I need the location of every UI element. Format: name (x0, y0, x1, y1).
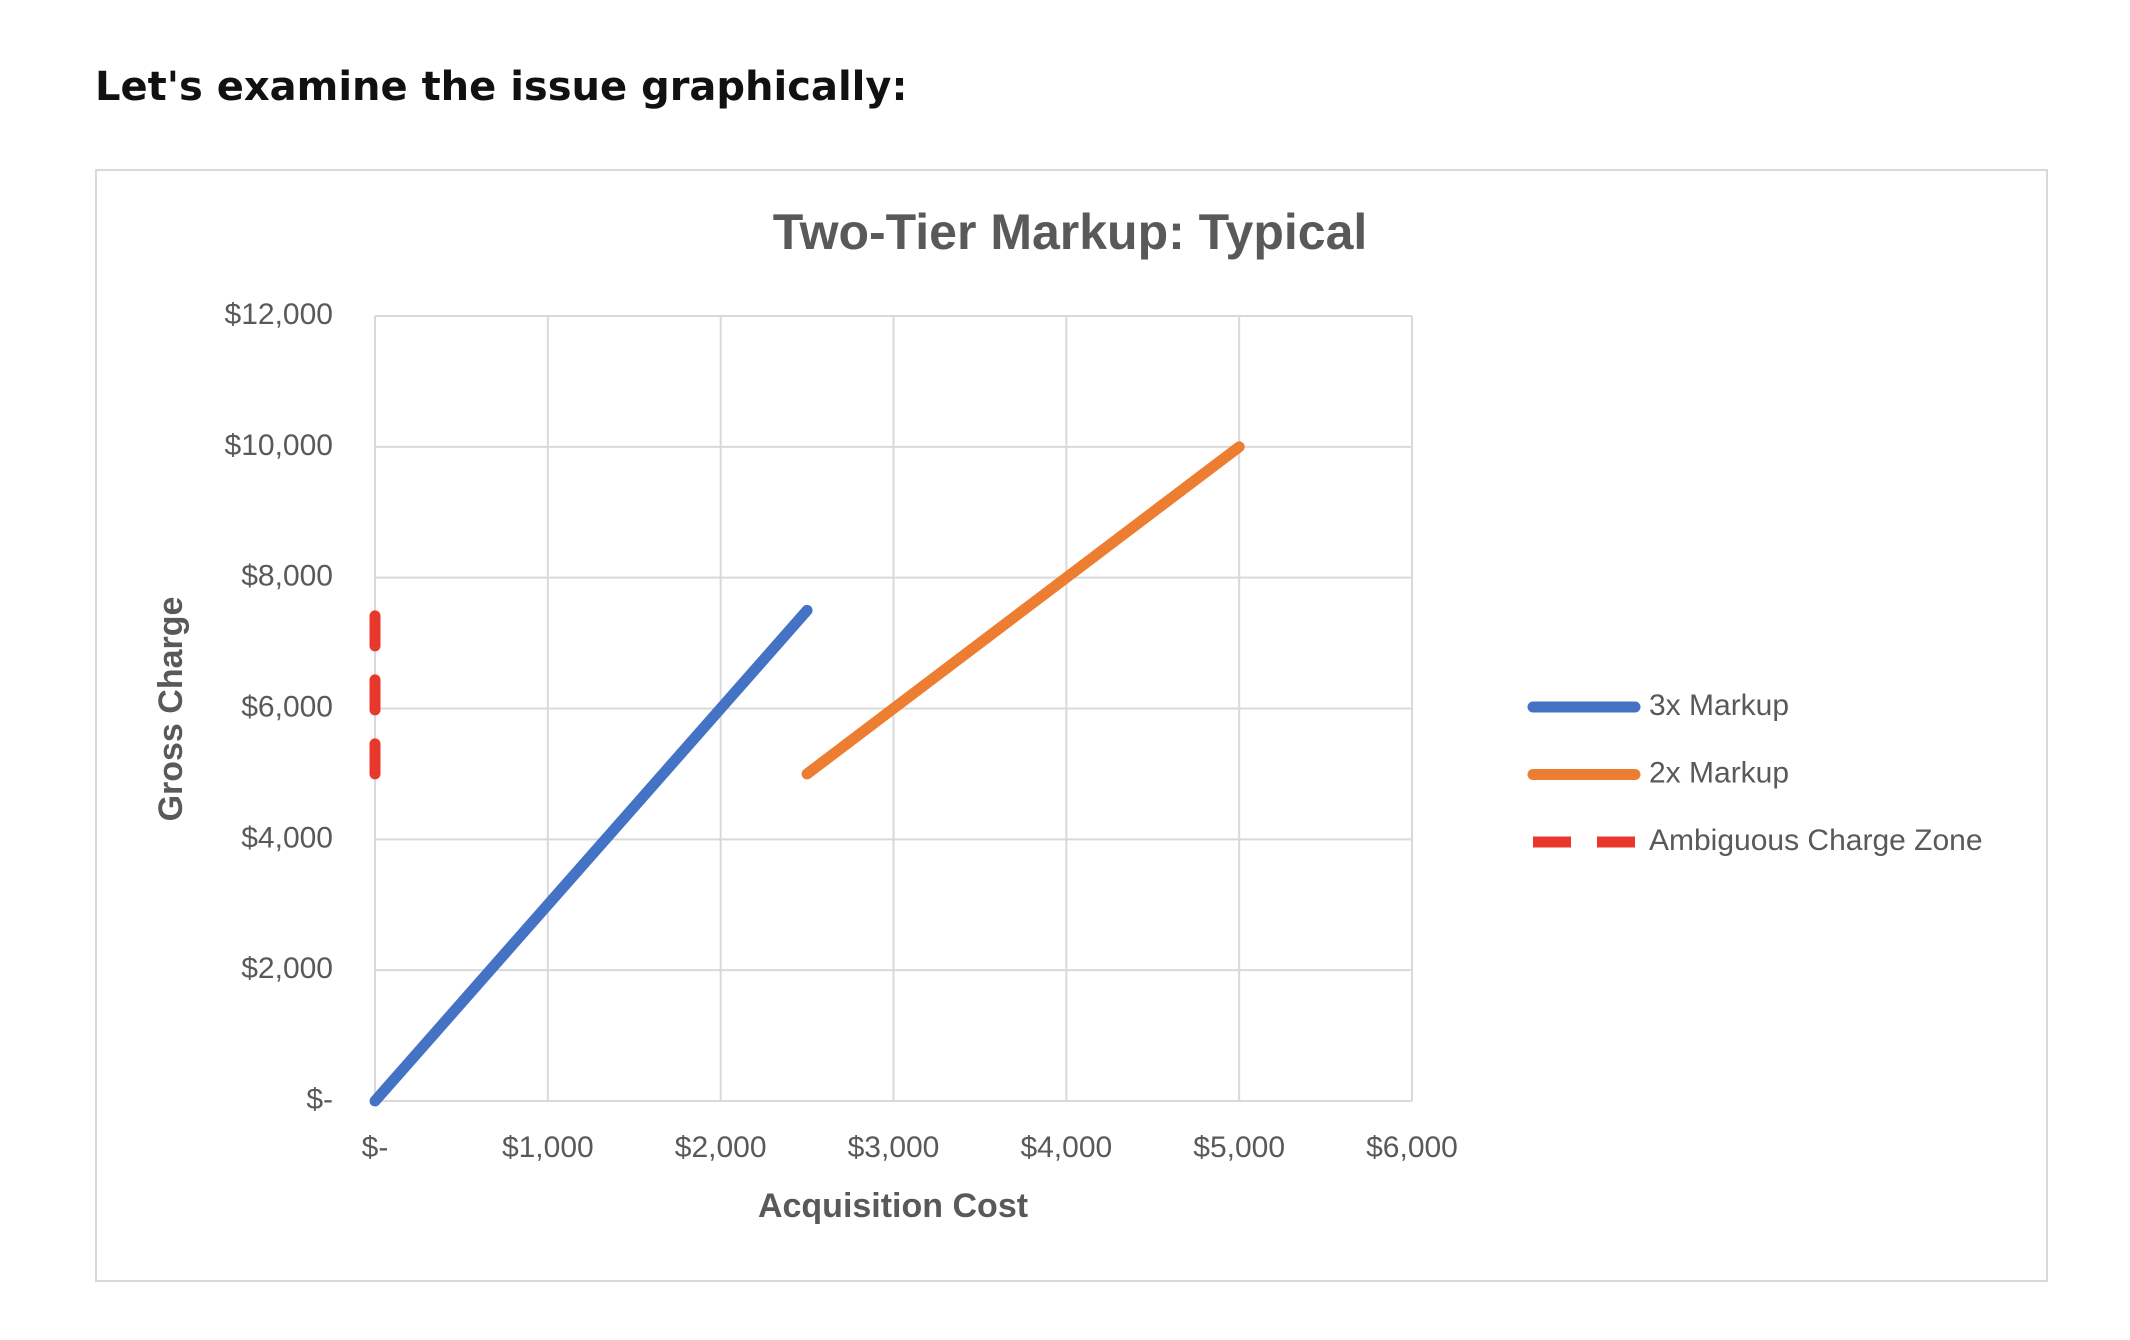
legend-label: Ambiguous Charge Zone (1649, 824, 1983, 857)
x-tick-label: $- (362, 1131, 389, 1164)
y-tick-label: $4,000 (241, 821, 333, 854)
y-tick-label: $12,000 (225, 298, 333, 331)
y-tick-label: $8,000 (241, 560, 333, 593)
y-tick-label: $- (306, 1083, 333, 1116)
y-tick-label: $10,000 (225, 429, 333, 462)
x-axis-label: Acquisition Cost (758, 1187, 1028, 1225)
x-tick-label: $1,000 (502, 1131, 594, 1164)
chart-frame (95, 169, 2048, 1282)
x-tick-label: $2,000 (675, 1131, 767, 1164)
heading: Let's examine the issue graphically: (95, 64, 907, 110)
y-tick-label: $6,000 (241, 690, 333, 723)
series-line (369, 604, 813, 1107)
legend-label: 3x Markup (1649, 689, 1789, 722)
chart-title: Two-Tier Markup: Typical (773, 204, 1368, 260)
y-tick-label: $2,000 (241, 952, 333, 985)
x-tick-label: $3,000 (848, 1131, 940, 1164)
y-axis-label: Gross Charge (152, 597, 190, 822)
legend-label: 2x Markup (1649, 756, 1789, 789)
x-tick-label: $6,000 (1366, 1131, 1458, 1164)
x-tick-label: $4,000 (1020, 1131, 1112, 1164)
series-line (801, 441, 1245, 780)
x-tick-label: $5,000 (1193, 1131, 1285, 1164)
